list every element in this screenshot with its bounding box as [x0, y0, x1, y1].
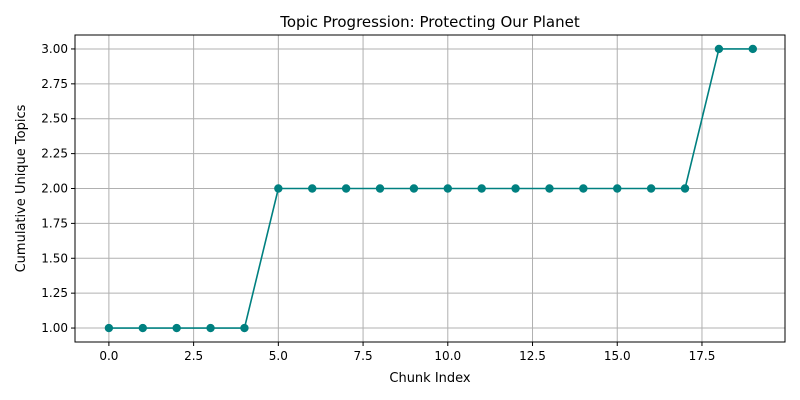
y-axis: 1.00 1.25 1.50 1.75 2.00 2.25 2.50 2.75 3.00: [41, 42, 75, 335]
data-point: [714, 44, 724, 54]
data-point: [748, 44, 758, 54]
data-point: [545, 184, 554, 193]
x-tick-label: 2.5: [184, 349, 203, 363]
series-line: [104, 44, 758, 333]
y-tick-label: 2.75: [41, 77, 68, 91]
x-tick-label: 5.0: [269, 349, 288, 363]
y-tick-label: 1.75: [41, 216, 68, 230]
data-point: [579, 184, 588, 193]
y-tick-label: 1.50: [41, 251, 68, 265]
y-tick-label: 2.50: [41, 112, 68, 126]
data-point: [274, 184, 283, 193]
series-polyline: [108, 48, 753, 329]
x-tick-label: 10.0: [434, 349, 461, 363]
data-point: [680, 184, 690, 193]
chart-title: Topic Progression: Protecting Our Planet: [279, 13, 580, 31]
data-point: [646, 184, 656, 193]
data-point: [341, 184, 351, 193]
x-tick-label: 0.0: [99, 349, 118, 363]
data-point: [443, 184, 452, 193]
x-tick-label: 7.5: [354, 349, 373, 363]
y-tick-label: 1.00: [41, 321, 68, 335]
x-axis-title: Chunk Index: [389, 371, 471, 386]
data-point: [409, 184, 419, 193]
y-tick-label: 2.25: [41, 147, 68, 161]
y-axis-title: Cumulative Unique Topics: [14, 104, 29, 272]
data-point: [308, 184, 317, 193]
data-point: [172, 323, 181, 333]
x-axis: 0.0 2.5 5.0 7.5 10.0 12.5 15.0 17.5: [99, 342, 715, 363]
data-point: [240, 323, 249, 333]
data-point: [206, 323, 215, 333]
x-tick-label: 15.0: [604, 349, 631, 363]
x-tick-label: 17.5: [689, 349, 716, 363]
data-point: [477, 184, 486, 193]
data-point: [138, 323, 147, 333]
data-point: [613, 184, 622, 193]
data-point: [375, 184, 385, 193]
y-tick-label: 2.00: [41, 182, 68, 196]
data-point: [511, 184, 520, 193]
data-point: [104, 323, 114, 333]
x-tick-label: 12.5: [519, 349, 546, 363]
y-tick-label: 3.00: [41, 42, 68, 56]
y-tick-label: 1.25: [41, 286, 68, 300]
